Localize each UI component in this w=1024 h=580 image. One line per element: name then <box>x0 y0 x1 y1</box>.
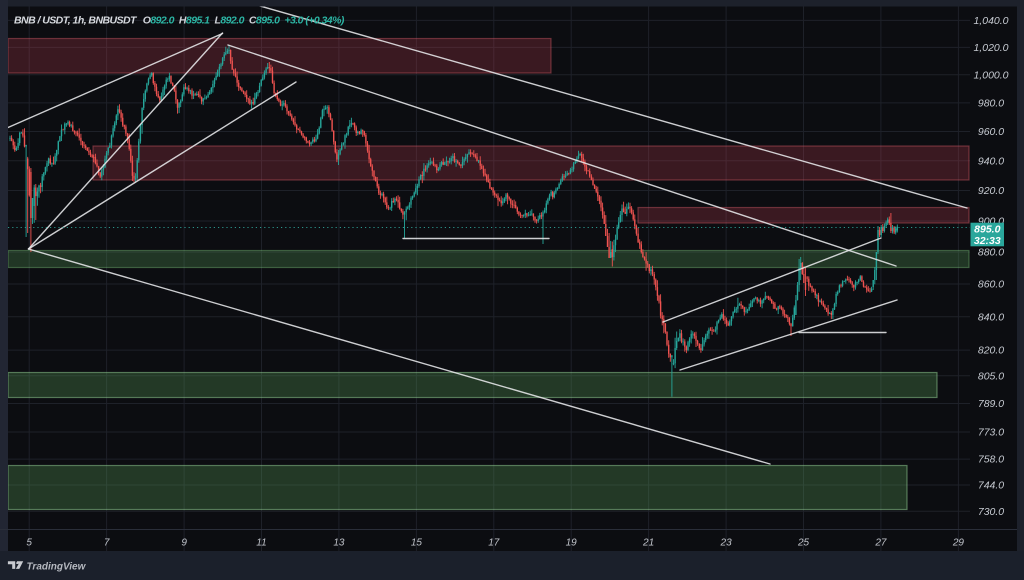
svg-text:17: 17 <box>488 538 500 549</box>
svg-text:730.0: 730.0 <box>978 506 1004 518</box>
svg-text:13: 13 <box>333 538 345 549</box>
svg-text:11: 11 <box>256 538 266 549</box>
svg-text:19: 19 <box>566 538 578 549</box>
svg-text:9: 9 <box>181 538 187 549</box>
svg-text:23: 23 <box>720 538 733 549</box>
svg-text:773.0: 773.0 <box>978 427 1004 439</box>
svg-text:940.0: 940.0 <box>978 155 1004 167</box>
svg-text:789.0: 789.0 <box>978 398 1004 410</box>
svg-text:744.0: 744.0 <box>978 480 1004 492</box>
svg-text:1,000.0: 1,000.0 <box>973 69 1008 81</box>
svg-text:1,040.0: 1,040.0 <box>973 15 1008 27</box>
svg-text:980.0: 980.0 <box>978 98 1004 110</box>
svg-text:805.0: 805.0 <box>978 370 1004 382</box>
svg-text:820.0: 820.0 <box>978 345 1004 357</box>
svg-text:25: 25 <box>797 538 810 549</box>
svg-text:960.0: 960.0 <box>978 126 1004 138</box>
svg-text:29: 29 <box>952 538 965 549</box>
svg-text:21: 21 <box>642 538 654 549</box>
svg-text:895.0: 895.0 <box>974 224 1000 236</box>
svg-text:5: 5 <box>26 538 32 549</box>
svg-text:840.0: 840.0 <box>978 311 1004 323</box>
svg-text:32:33: 32:33 <box>974 235 1001 247</box>
svg-text:880.0: 880.0 <box>978 247 1004 259</box>
svg-text:27: 27 <box>874 538 887 549</box>
svg-text:7: 7 <box>104 538 110 549</box>
svg-text:920.0: 920.0 <box>978 185 1004 197</box>
svg-text:15: 15 <box>411 538 423 549</box>
svg-text:860.0: 860.0 <box>978 279 1004 291</box>
svg-text:758.0: 758.0 <box>978 454 1004 466</box>
svg-text:TradingView: TradingView <box>27 561 87 572</box>
svg-text:1,020.0: 1,020.0 <box>973 42 1008 54</box>
